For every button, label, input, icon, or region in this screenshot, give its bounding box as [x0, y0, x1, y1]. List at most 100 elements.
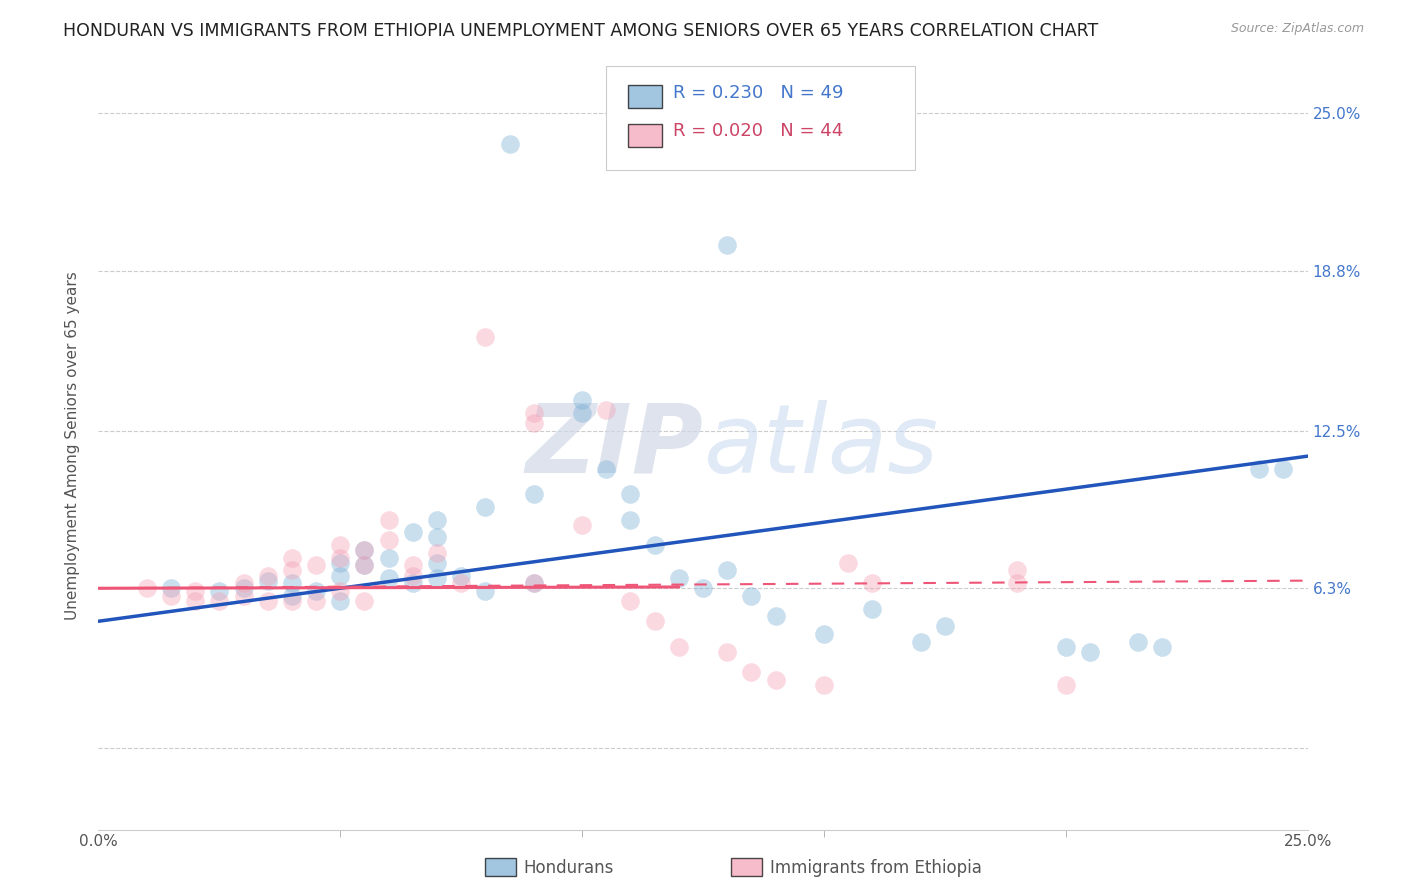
Point: [523, 576, 546, 591]
Point: [1007, 576, 1029, 591]
Point: [595, 403, 617, 417]
Point: [256, 594, 278, 608]
Point: [595, 462, 617, 476]
Point: [377, 571, 399, 585]
Point: [281, 550, 304, 565]
Point: [716, 564, 738, 578]
Point: [184, 583, 207, 598]
Point: [523, 487, 546, 501]
Point: [377, 513, 399, 527]
Point: [860, 601, 883, 615]
Point: [450, 576, 472, 591]
Point: [329, 550, 352, 565]
Point: [474, 583, 496, 598]
Point: [571, 393, 593, 408]
Point: [329, 556, 352, 570]
Point: [740, 665, 762, 679]
Point: [426, 556, 449, 570]
Point: [256, 568, 278, 582]
Point: [426, 571, 449, 585]
Text: Immigrants from Ethiopia: Immigrants from Ethiopia: [770, 859, 983, 877]
Point: [208, 594, 231, 608]
Point: [716, 645, 738, 659]
Point: [644, 614, 666, 628]
Point: [353, 558, 375, 573]
Point: [1054, 640, 1077, 654]
Point: [1152, 640, 1174, 654]
Point: [184, 594, 207, 608]
Point: [305, 558, 328, 573]
Point: [450, 568, 472, 582]
Point: [232, 581, 254, 595]
Point: [305, 583, 328, 598]
Point: [837, 556, 859, 570]
Text: Hondurans: Hondurans: [523, 859, 613, 877]
FancyBboxPatch shape: [628, 124, 662, 147]
Point: [1272, 462, 1295, 476]
Point: [668, 640, 690, 654]
Point: [716, 238, 738, 252]
Point: [813, 678, 835, 692]
Point: [353, 543, 375, 558]
Point: [619, 487, 641, 501]
Point: [426, 513, 449, 527]
Point: [353, 558, 375, 573]
Text: R = 0.020   N = 44: R = 0.020 N = 44: [672, 122, 844, 140]
Point: [619, 513, 641, 527]
Point: [765, 609, 787, 624]
Point: [402, 568, 425, 582]
Point: [474, 330, 496, 344]
Point: [668, 571, 690, 585]
Text: Source: ZipAtlas.com: Source: ZipAtlas.com: [1230, 22, 1364, 36]
Point: [474, 500, 496, 514]
Point: [571, 517, 593, 532]
Y-axis label: Unemployment Among Seniors over 65 years: Unemployment Among Seniors over 65 years: [65, 272, 80, 620]
Point: [377, 533, 399, 547]
Text: HONDURAN VS IMMIGRANTS FROM ETHIOPIA UNEMPLOYMENT AMONG SENIORS OVER 65 YEARS CO: HONDURAN VS IMMIGRANTS FROM ETHIOPIA UNE…: [63, 22, 1098, 40]
Point: [281, 589, 304, 603]
Point: [910, 634, 932, 648]
Point: [160, 589, 183, 603]
Point: [232, 576, 254, 591]
Point: [281, 576, 304, 591]
Point: [329, 538, 352, 552]
Point: [329, 594, 352, 608]
Point: [1249, 462, 1271, 476]
Text: ZIP: ZIP: [524, 400, 703, 492]
Point: [426, 546, 449, 560]
Point: [402, 558, 425, 573]
Point: [1128, 634, 1150, 648]
Point: [813, 627, 835, 641]
Point: [329, 568, 352, 582]
Point: [644, 538, 666, 552]
Point: [1078, 645, 1101, 659]
Point: [232, 589, 254, 603]
Point: [160, 581, 183, 595]
Point: [692, 581, 714, 595]
Point: [281, 594, 304, 608]
Point: [426, 531, 449, 545]
Point: [523, 576, 546, 591]
Point: [402, 525, 425, 540]
Text: atlas: atlas: [703, 400, 938, 492]
Point: [208, 583, 231, 598]
Point: [377, 550, 399, 565]
Point: [1054, 678, 1077, 692]
Text: R = 0.230   N = 49: R = 0.230 N = 49: [672, 84, 844, 102]
Point: [498, 136, 520, 151]
Point: [256, 574, 278, 588]
Point: [135, 581, 157, 595]
Point: [523, 416, 546, 430]
Point: [1007, 564, 1029, 578]
Point: [523, 406, 546, 420]
Point: [305, 594, 328, 608]
Point: [281, 564, 304, 578]
Point: [934, 619, 956, 633]
Point: [353, 543, 375, 558]
Point: [860, 576, 883, 591]
Point: [571, 406, 593, 420]
FancyBboxPatch shape: [628, 86, 662, 109]
Point: [329, 583, 352, 598]
Point: [740, 589, 762, 603]
Point: [402, 576, 425, 591]
